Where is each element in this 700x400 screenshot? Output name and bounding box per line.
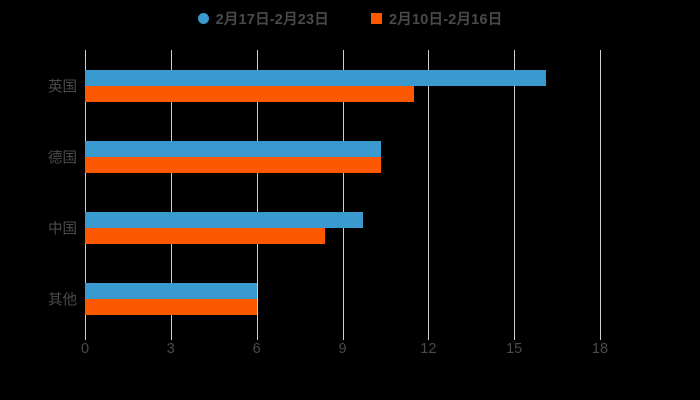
bar-德国-series-2[interactable] <box>85 156 382 173</box>
bar-德国-series-1[interactable] <box>85 140 382 157</box>
x-tick-label-9: 9 <box>338 341 347 357</box>
y-axis-category-labels: 英国 德国 中国 其他 <box>0 50 77 335</box>
gridline-x-3 <box>170 50 172 335</box>
gridline-x-9 <box>342 50 344 335</box>
x-tick-label-15: 15 <box>506 341 523 357</box>
x-tick-label-18: 18 <box>591 341 609 357</box>
gridline-x-15 <box>514 50 516 335</box>
bar-中国-series-2[interactable] <box>85 228 326 245</box>
x-tick-mark-0 <box>85 335 86 340</box>
x-tick-mark-9 <box>342 335 344 340</box>
gridline-x-18 <box>600 50 601 335</box>
x-tick-label-6: 6 <box>252 341 261 357</box>
gridline-x-6 <box>256 50 258 335</box>
bar-其他-series-1[interactable] <box>85 283 257 300</box>
x-tick-mark-12 <box>428 335 430 340</box>
bar-英国-series-1[interactable] <box>85 69 546 86</box>
chart-legend: 2月17日-2月23日 2月10日-2月16日 <box>0 8 700 29</box>
x-tick-mark-15 <box>514 335 516 340</box>
bar-中国-series-1[interactable] <box>85 212 363 229</box>
x-axis: 0 3 6 9 12 15 18 <box>81 335 608 365</box>
square-marker-icon <box>371 13 382 24</box>
bar-英国-series-2[interactable] <box>85 85 415 102</box>
x-tick-label-0: 0 <box>80 341 90 357</box>
x-tick-mark-3 <box>170 335 172 340</box>
legend-item-series-1[interactable]: 2月17日-2月23日 <box>197 8 329 29</box>
y-axis-label-其他: 其他 <box>48 292 77 309</box>
x-tick-mark-6 <box>256 335 258 340</box>
legend-label-series-2: 2月10日-2月16日 <box>389 12 503 28</box>
gridline-x-0 <box>85 50 86 335</box>
legend-label-series-1: 2月17日-2月23日 <box>215 12 329 28</box>
bar-其他-series-2[interactable] <box>85 299 257 316</box>
legend-item-series-2[interactable]: 2月10日-2月16日 <box>371 8 502 29</box>
y-axis-label-英国: 英国 <box>48 79 77 96</box>
x-tick-mark-18 <box>600 335 601 340</box>
x-tick-label-3: 3 <box>166 341 175 357</box>
y-axis-label-德国: 德国 <box>48 150 77 167</box>
gridline-x-12 <box>428 50 430 335</box>
y-axis-label-中国: 中国 <box>48 221 77 238</box>
circle-marker-icon <box>197 13 209 24</box>
x-tick-label-12: 12 <box>420 341 437 357</box>
plot-area <box>85 50 601 335</box>
